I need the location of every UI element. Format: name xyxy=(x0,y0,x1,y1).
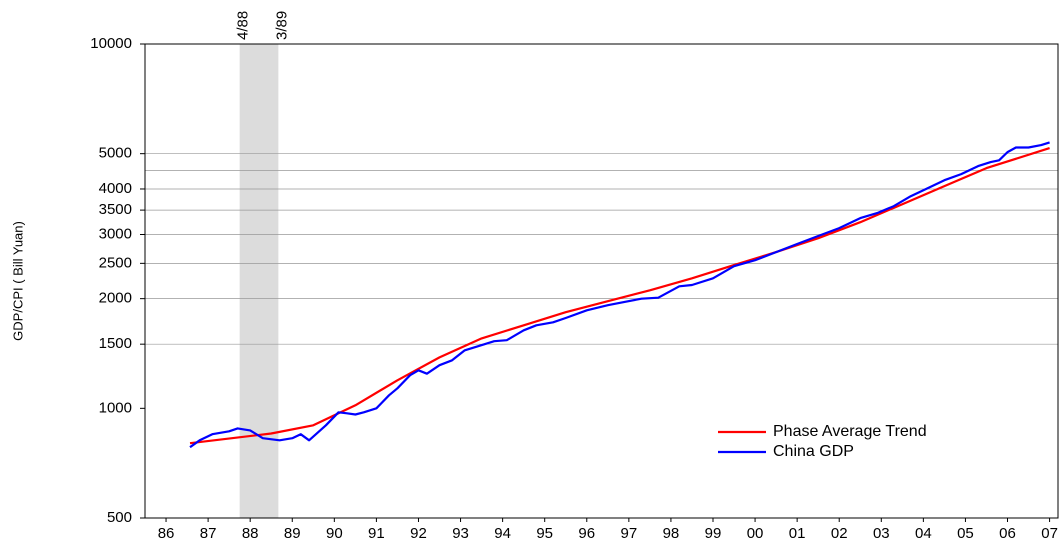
x-tick-label: 02 xyxy=(831,525,848,542)
y-tick-label: 2500 xyxy=(99,254,132,271)
shaded-region xyxy=(239,44,279,518)
x-tick-label: 04 xyxy=(915,525,932,542)
x-tick-label: 99 xyxy=(705,525,722,542)
y-tick-label: 2000 xyxy=(99,290,132,307)
x-tick-label: 87 xyxy=(200,525,217,542)
y-tick-label: 500 xyxy=(107,509,132,526)
plot-frame xyxy=(144,43,1059,519)
y-tick-label: 4000 xyxy=(99,180,132,197)
x-tick-label: 88 xyxy=(242,525,259,542)
x-tick-label: 01 xyxy=(789,525,806,542)
x-tick-label: 89 xyxy=(284,525,301,542)
x-tick-label: 98 xyxy=(663,525,680,542)
x-tick-label: 03 xyxy=(873,525,890,542)
x-tick-label: 07 xyxy=(1041,525,1058,542)
x-tick-label: 96 xyxy=(578,525,595,542)
legend-label: Phase Average Trend xyxy=(773,423,927,440)
x-tick-label: 92 xyxy=(410,525,427,542)
x-tick-label: 06 xyxy=(999,525,1016,542)
x-tick-label: 97 xyxy=(621,525,638,542)
x-tick-label: 94 xyxy=(494,525,511,542)
x-tick-label: 90 xyxy=(326,525,343,542)
y-tick-label: 3500 xyxy=(99,201,132,218)
y-tick-label: 10000 xyxy=(90,35,132,52)
x-tick-label: 95 xyxy=(536,525,553,542)
x-tick-label: 05 xyxy=(957,525,974,542)
y-tick-label: 3000 xyxy=(99,225,132,242)
y-tick-label: 1000 xyxy=(99,399,132,416)
legend-label: China GDP xyxy=(773,443,854,460)
data-line xyxy=(189,147,1050,445)
y-tick-label: 1500 xyxy=(99,335,132,352)
x-tick-label: 00 xyxy=(747,525,764,542)
x-tick-label: 93 xyxy=(452,525,469,542)
x-tick-label: 91 xyxy=(368,525,385,542)
x-tick-label: 86 xyxy=(158,525,175,542)
shaded-region-label: 4/88 xyxy=(235,11,252,40)
y-axis-label: GDP/CPI ( Bill Yuan) xyxy=(10,221,25,341)
data-line xyxy=(189,141,1050,449)
y-tick-label: 5000 xyxy=(99,145,132,162)
shaded-region-label: 3/89 xyxy=(273,11,290,40)
